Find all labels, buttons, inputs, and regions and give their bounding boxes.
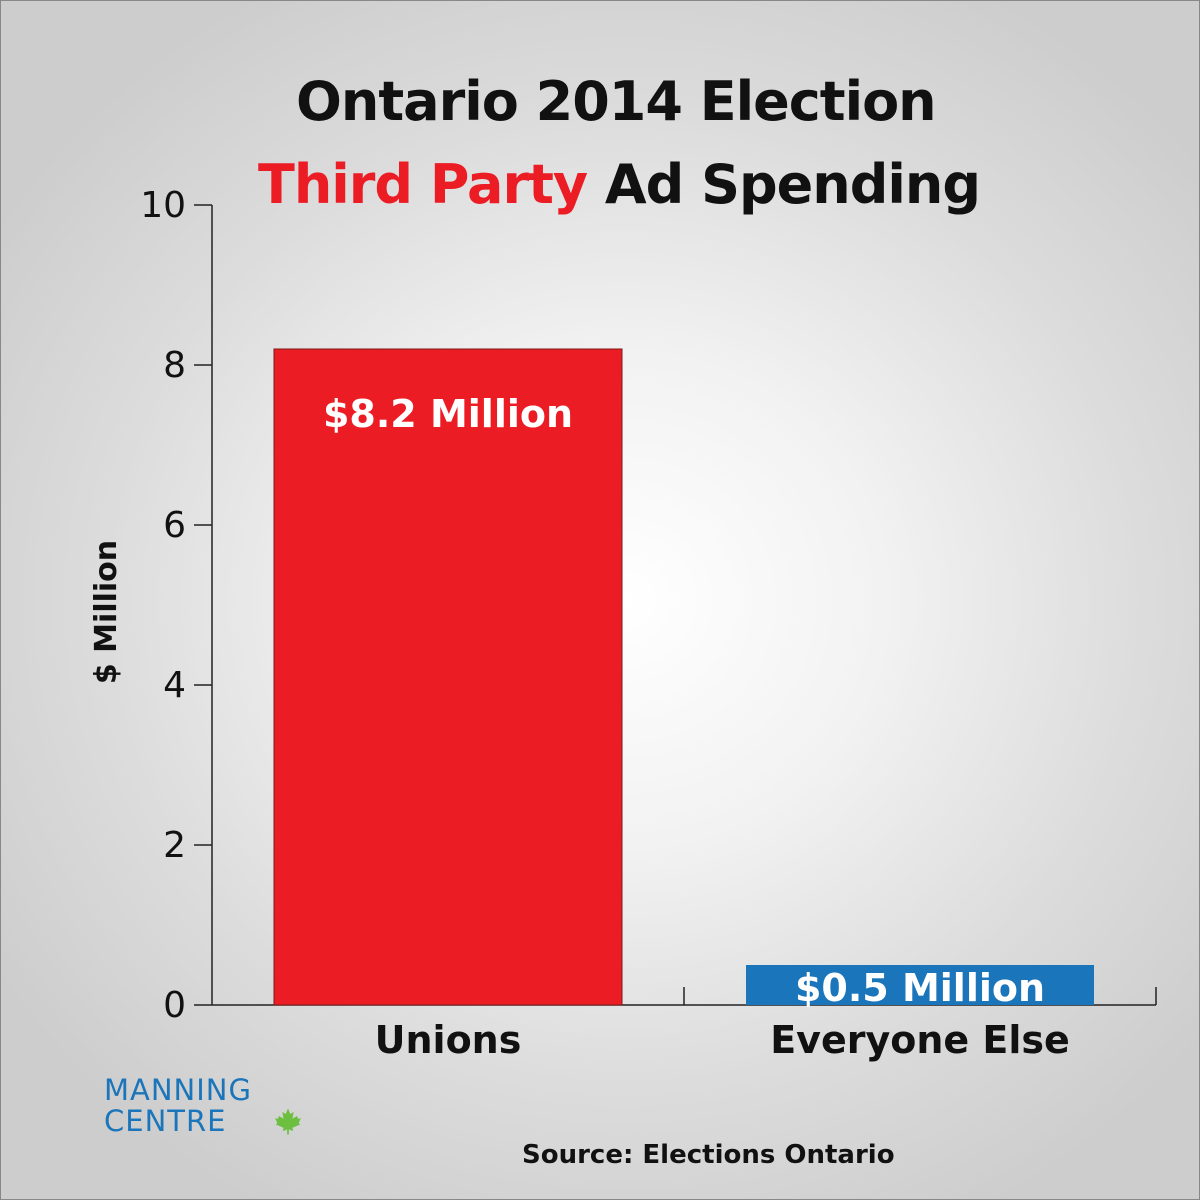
chart-title-accent: Third Party xyxy=(258,153,588,216)
logo-line2: CENTRE xyxy=(104,1104,227,1138)
y-tick-label: 4 xyxy=(163,665,186,706)
bar-everyone-else xyxy=(746,965,1094,1005)
chart-title-rest: Ad Spending xyxy=(587,153,981,216)
x-category-label: Everyone Else xyxy=(770,1018,1070,1062)
chart-title-line2: Third Party Ad Spending xyxy=(0,153,1200,216)
y-tick-label: 0 xyxy=(163,985,186,1026)
logo-line1: MANNING xyxy=(104,1073,252,1107)
y-tick-label: 2 xyxy=(163,825,186,866)
data-label: $0.5 Million xyxy=(795,966,1045,1010)
y-tick-label: 6 xyxy=(163,505,186,546)
y-tick-label: 10 xyxy=(140,185,186,226)
source-note: Source: Elections Ontario xyxy=(522,1140,895,1170)
bar-unions xyxy=(273,348,623,1006)
data-label: $8.2 Million xyxy=(323,392,573,436)
x-category-label: Unions xyxy=(375,1018,522,1062)
y-tick-label: 8 xyxy=(163,345,186,386)
y-axis-title: $ Million xyxy=(89,540,124,684)
maple-leaf-icon xyxy=(275,1108,301,1135)
chart-title-line1: Ontario 2014 Election xyxy=(296,70,937,133)
manning-centre-logo: MANNING CENTRE xyxy=(104,1073,301,1138)
